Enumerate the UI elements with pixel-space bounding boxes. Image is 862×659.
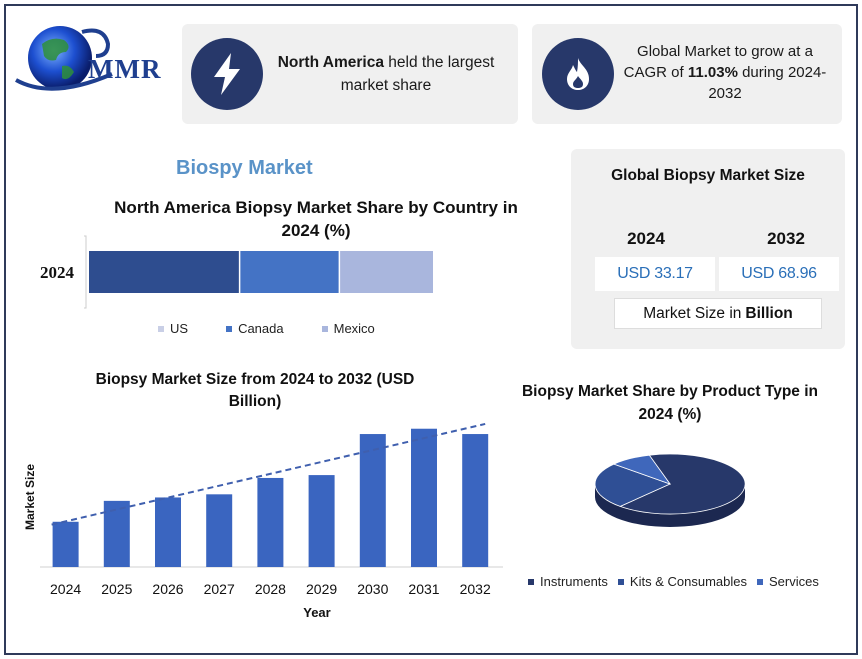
lightning-icon-circle [191,38,263,110]
cagr-value: 11.03% [687,64,738,81]
legend-label: Mexico [333,321,375,336]
bar-2031 [411,428,437,567]
unit-pre: Market Size in [643,304,742,322]
legend-swatch [226,325,233,332]
highlight-card-cagr: Global Market to grow at a CAGR of 11.03… [532,24,842,124]
page-frame [4,4,858,655]
legend-label: Kits & Consumables [629,574,747,589]
country-share-title: North America Biopsy Market Share by Cou… [114,198,518,240]
bar-2032 [462,434,489,567]
mmr-logo: MMR [12,22,172,102]
bar-2025 [103,500,130,567]
region-highlight-text: North America held the largest market sh… [266,51,506,97]
legend-label: Instruments [540,574,608,589]
bar-2024 [52,521,79,567]
country-legend: US Canada Mexico [158,321,413,336]
pie-side [595,484,745,527]
legend-swatch [528,578,534,585]
legend-item-services: Services [756,574,819,589]
legend-item-canada: Canada [226,321,284,336]
size-value-2024: USD 33.17 [595,257,715,291]
region-desc: held the largest market share [340,54,495,94]
flame-icon-circle [542,38,614,110]
bar-2030 [359,434,386,567]
bar-segment-canada [240,251,339,293]
bar-segment-us [89,251,239,293]
legend-item-us: US [158,321,188,336]
product-legend: Instruments Kits & Consumables Services [528,574,829,589]
region-name: North America [277,54,384,71]
x-tick-2030: 2030 [357,581,388,597]
market-size-title: Global Biopsy Market Size [611,167,805,184]
axis-bracket [84,235,87,309]
x-tick-2024: 2024 [50,581,81,597]
cagr-post: during 2024-2032 [708,64,827,102]
legend-label: Canada [238,321,284,336]
x-tick-2032: 2032 [460,581,491,597]
legend-swatch [617,578,624,585]
bar-2028 [257,477,284,567]
x-tick-2031: 2031 [408,581,439,597]
legend-item-instruments: Instruments [528,574,608,589]
lightning-icon [214,53,240,95]
legend-swatch [158,325,164,332]
x-axis-label: Year [303,605,330,620]
market-title: Biospy Market [176,157,313,179]
legend-item-kits-consumables: Kits & Consumables [617,574,747,589]
legend-label: US [170,321,189,336]
y-axis-label: Market Size [23,464,37,530]
market-size-unit: Market Size in Billion [614,298,822,329]
bar-2027 [206,494,233,567]
unit-bold: Billion [745,304,793,322]
legend-label: Services [768,574,819,589]
cagr-pre: Global Market to grow at a CAGR of [623,43,813,81]
pie-slice-instruments [619,453,746,515]
bar-2029 [308,475,335,567]
size-year-2032: 2032 [767,229,805,248]
flame-icon [567,58,589,90]
size-value-2032: USD 68.96 [719,257,839,291]
bar-2026 [155,497,181,567]
x-tick-2026: 2026 [152,581,183,597]
bar-segment-mexico [340,251,433,293]
pie-slice-kits-consumables [594,463,672,507]
legend-item-mexico: Mexico [321,321,375,336]
legend-swatch [321,325,328,332]
pie-slice-services [612,454,672,485]
category-label-2024: 2024 [40,263,75,282]
market-size-chart-title: Biopsy Market Size from 2024 to 2032 (US… [95,371,415,410]
x-tick-2029: 2029 [306,581,337,597]
highlight-card-region: North America held the largest market sh… [182,24,518,124]
globe-icon [15,26,113,91]
trend-line [51,422,486,526]
legend-swatch [756,578,763,585]
logo-text: MMR [88,54,162,84]
x-tick-2028: 2028 [255,581,286,597]
product-share-title: Biopsy Market Share by Product Type in 2… [521,383,818,423]
x-tick-2027: 2027 [204,581,235,597]
size-year-2024: 2024 [627,229,665,248]
cagr-highlight-text: Global Market to grow at a CAGR of 11.03… [620,41,830,104]
market-size-card: Global Biopsy Market Size 2024 2032 USD … [571,149,845,349]
x-tick-2025: 2025 [101,581,132,597]
